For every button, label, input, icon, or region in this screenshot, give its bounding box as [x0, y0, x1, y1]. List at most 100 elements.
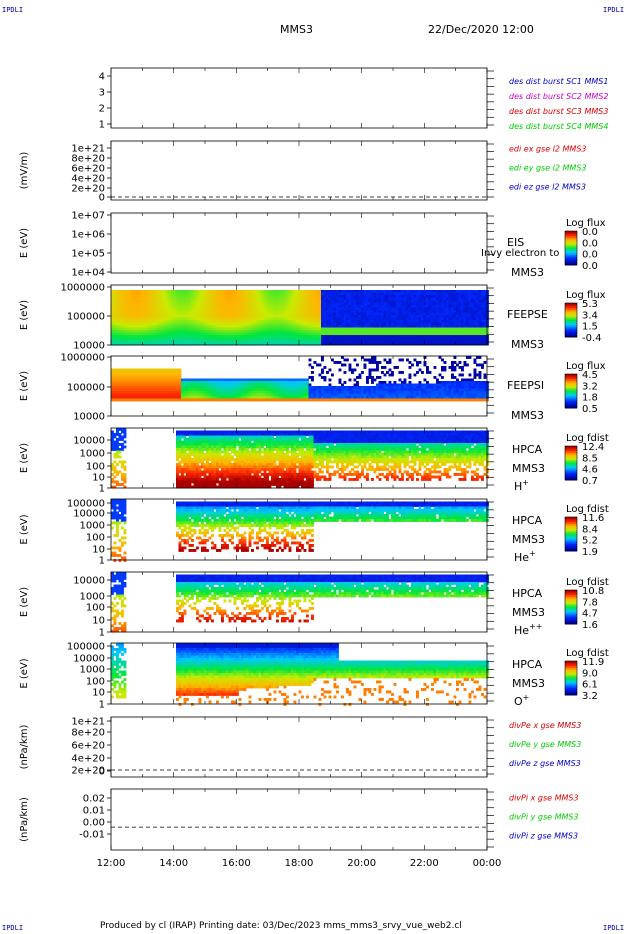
colorbar-swatch [565, 459, 577, 462]
colorbar-swatch [565, 688, 577, 691]
heatmap-feepse [111, 290, 489, 346]
panel-frame [110, 788, 488, 851]
heatmap-feepsi [111, 356, 489, 402]
y-tick-label: 10 [92, 616, 105, 627]
colorbar-swatch [565, 530, 577, 533]
panel-frame [110, 716, 488, 778]
colorbar-swatch [565, 446, 577, 449]
species-label: O+ [514, 693, 529, 708]
y-tick-label: 100 [86, 677, 105, 688]
colorbar-swatch [565, 607, 577, 610]
colorbar-swatch [565, 389, 577, 392]
instrument-label: EIS [507, 236, 524, 249]
y-tick-label: 1 [99, 556, 105, 567]
y-tick-label: 1e+04 [71, 268, 105, 279]
x-tick-label: 20:00 [347, 858, 376, 869]
colorbar-swatch [565, 399, 577, 402]
y-tick-label: 1 [99, 484, 105, 495]
colorbar-swatch [565, 469, 577, 472]
colorbar-swatch [565, 451, 577, 454]
colorbar-tick-label: 12.4 [582, 442, 604, 453]
colorbar-swatch [565, 596, 577, 599]
panel-hpca-he2 [107, 571, 494, 633]
panel-frame [110, 212, 488, 274]
colorbar-swatch [565, 239, 577, 242]
y-tick-label: 2e+20 [71, 766, 105, 777]
colorbar-swatch [565, 311, 577, 314]
colorbar-tick-label: 4.5 [582, 370, 598, 381]
colorbar-frame [564, 230, 578, 266]
colorbar-tick-label: 1.6 [582, 620, 598, 631]
colorbar-swatch [565, 678, 577, 681]
y-axis-label: (mV/m) [19, 152, 30, 190]
colorbar-swatch [565, 684, 577, 687]
colorbar-swatch [565, 397, 577, 400]
colorbar-swatch [565, 377, 577, 380]
colorbar-swatch [565, 674, 577, 677]
colorbar-swatch [565, 318, 577, 321]
y-axis-label: (nPa/km) [19, 797, 30, 842]
colorbar-swatch [565, 547, 577, 550]
y-tick-label: 6e+20 [71, 164, 105, 175]
instrument-label: HPCA [512, 587, 543, 600]
colorbar-swatch [565, 244, 577, 247]
colorbar-tick-label: 1.5 [582, 322, 598, 333]
colorbar-swatch [565, 385, 577, 389]
instrument-label: HPCA [512, 658, 543, 671]
colorbar-swatch [565, 464, 577, 467]
colorbar-swatch [565, 468, 577, 471]
colorbar-swatch [565, 449, 577, 452]
panel-divpi [107, 788, 494, 851]
colorbar-swatch [565, 328, 577, 331]
y-tick-label: 0.00 [83, 818, 105, 829]
colorbar-swatch [565, 456, 577, 459]
date-title: 22/Dec/2020 12:00 [428, 23, 534, 36]
colorbar-swatch [565, 679, 577, 682]
colorbar-swatch [565, 231, 577, 234]
colorbar-swatch [565, 463, 577, 466]
y-tick-label: 8e+20 [71, 728, 105, 739]
colorbar-swatch [565, 321, 577, 324]
legend-entry: des dist burst SC3 MMS3 [509, 107, 608, 116]
y-tick-label: 100000 [67, 383, 105, 394]
colorbar-swatch [565, 528, 577, 532]
colorbar-swatch [565, 313, 577, 316]
colorbar-swatch [565, 396, 577, 399]
colorbar-swatch [565, 527, 577, 530]
corner-label-bottom-left: IPDLI [2, 924, 24, 932]
colorbar-frame [564, 445, 578, 481]
colorbar-swatch [565, 595, 577, 598]
colorbar-swatch [565, 316, 577, 319]
y-tick-label: 1 [99, 628, 105, 639]
y-tick-label: 0.01 [83, 806, 105, 817]
y-tick-label: 1 [99, 120, 105, 131]
y-tick-label: 1e+05 [71, 249, 105, 260]
colorbar-swatch [565, 392, 577, 395]
legend-entry: edi ey gse l2 MMS3 [509, 164, 587, 173]
colorbar-swatch [565, 249, 577, 252]
colorbar-swatch [565, 261, 577, 264]
colorbar-tick-label: 1.9 [582, 547, 598, 558]
y-tick-label: 1000 [80, 449, 105, 460]
colorbar-swatch [565, 522, 577, 525]
panel-hpca-h [107, 427, 494, 489]
colorbar-swatch [565, 256, 577, 259]
y-axis-label: E (eV) [19, 443, 30, 473]
colorbar-swatch [565, 387, 577, 390]
colorbar-swatch [565, 517, 577, 520]
y-tick-label: 10000 [73, 509, 105, 520]
colorbar-swatch [565, 258, 577, 261]
colorbar-swatch [565, 661, 577, 664]
species-label: He+ [514, 549, 536, 564]
colorbar-swatch [565, 591, 577, 594]
colorbar-tick-label: 4.6 [582, 465, 598, 476]
colorbar-swatch [565, 380, 577, 383]
colorbar-swatch [565, 466, 577, 469]
corner-label-bottom-right: IPDLI [603, 924, 625, 932]
colorbar-swatch [565, 391, 577, 394]
y-tick-label: 1e+07 [71, 211, 105, 222]
y-tick-label: 100000 [67, 499, 105, 510]
colorbar-swatch [565, 236, 577, 239]
instrument-label: FEEPSI [507, 379, 544, 392]
colorbar-swatch [565, 603, 577, 606]
